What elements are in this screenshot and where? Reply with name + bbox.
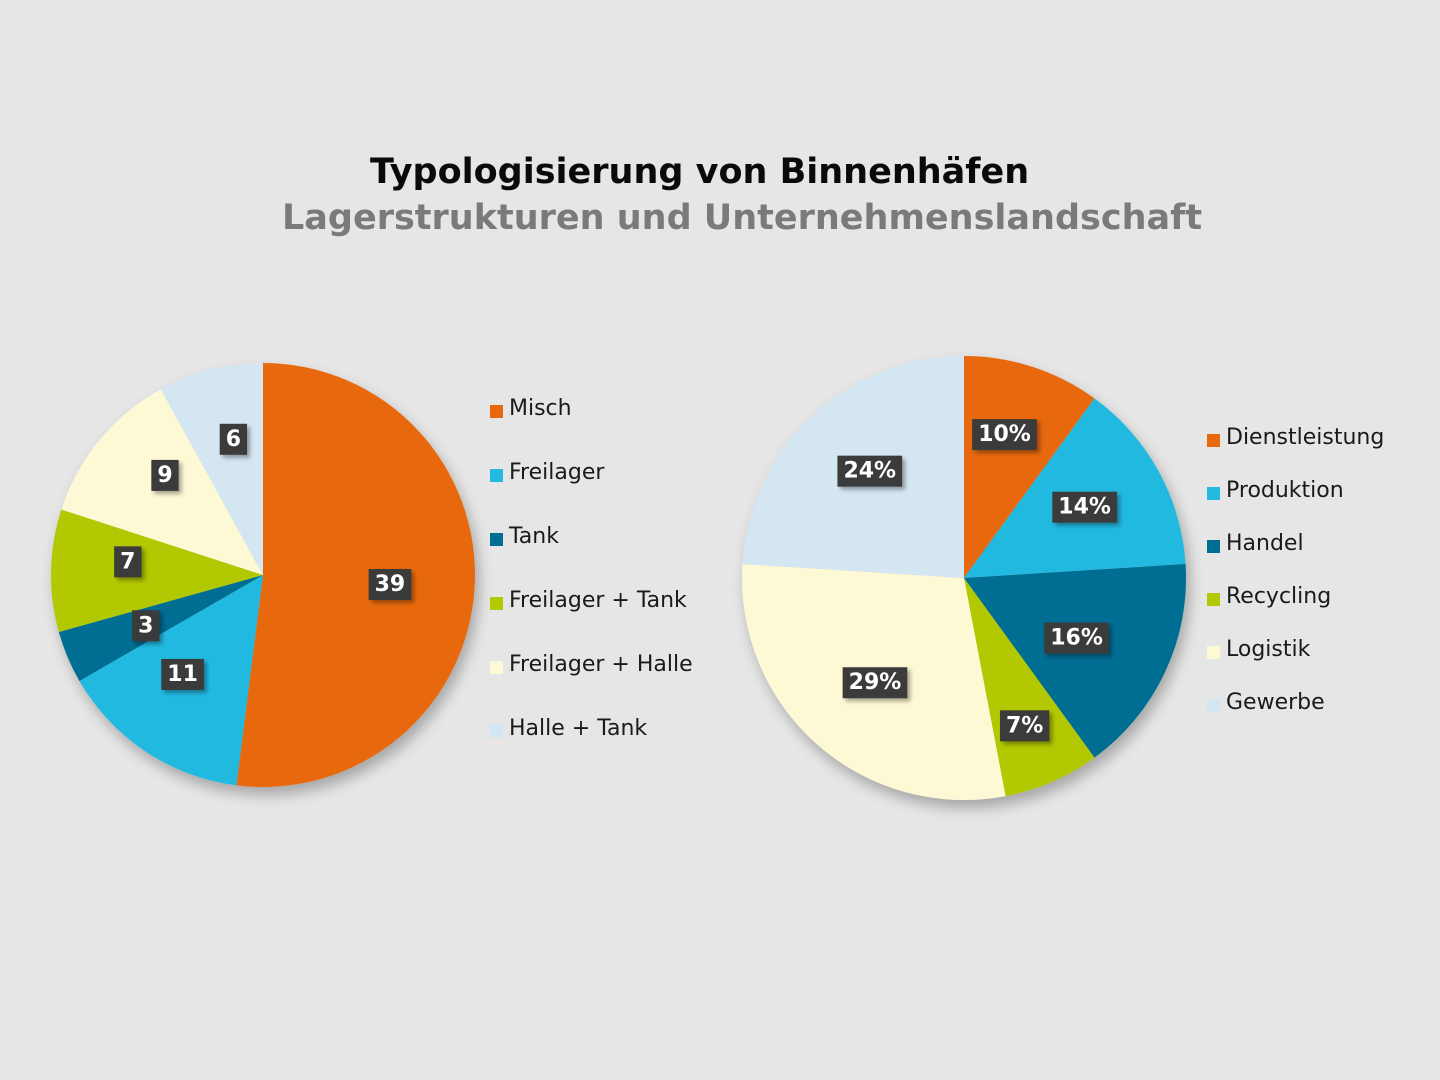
legend-label: Dienstleistung xyxy=(1226,425,1385,450)
pie-slice-freilager-plus-tank xyxy=(50,509,263,633)
legend-item-produktion: Produktion xyxy=(1207,478,1384,531)
legend-swatch xyxy=(490,725,503,738)
data-label-box xyxy=(837,455,903,487)
data-label-gewerbe: 24% xyxy=(837,455,903,487)
legend-item-tank: Tank xyxy=(490,524,693,588)
data-label-text: 11 xyxy=(167,662,198,687)
legend-label: Halle + Tank xyxy=(509,716,648,741)
page-subtitle: Lagerstrukturen und Unternehmenslandscha… xyxy=(282,198,1203,238)
data-label-produktion: 14% xyxy=(1052,491,1117,523)
legend-swatch xyxy=(1207,699,1220,712)
data-label-box xyxy=(132,610,160,642)
legend-item-misch: Misch xyxy=(490,396,693,460)
legend-swatch xyxy=(1207,646,1220,659)
data-label-text: 29% xyxy=(849,670,902,695)
data-label-text: 3 xyxy=(138,613,153,638)
legend-item-dienstleistung: Dienstleistung xyxy=(1207,425,1384,478)
data-label-text: 10% xyxy=(978,422,1031,447)
legend-swatch xyxy=(490,597,503,610)
pie-slice-tank xyxy=(58,575,263,681)
legend-label: Misch xyxy=(509,396,572,421)
pie-slice-dienstleistung xyxy=(964,356,1095,578)
legend-swatch xyxy=(1207,593,1220,606)
data-label-dienstleistung: 10% xyxy=(972,419,1037,451)
legend-label: Produktion xyxy=(1226,478,1344,503)
legend-item-gewerbe: Gewerbe xyxy=(1207,690,1384,743)
legend-label: Tank xyxy=(509,524,559,549)
data-label-box xyxy=(1044,622,1109,654)
data-label-box xyxy=(368,568,412,600)
data-label-text: 7 xyxy=(120,549,135,574)
legend-label: Recycling xyxy=(1226,584,1332,609)
data-label-text: 6 xyxy=(226,427,241,452)
legend-unternehmenslandschaft: Dienstleistung Produktion Handel Recycling L… xyxy=(1207,425,1384,743)
data-label-box xyxy=(972,419,1037,451)
data-label-box xyxy=(219,423,248,455)
data-label-recycling: 7% xyxy=(999,710,1050,742)
data-label-text: 9 xyxy=(157,463,172,488)
legend-label: Gewerbe xyxy=(1226,690,1325,715)
pie-chart-unternehmenslandschaft xyxy=(742,356,1186,800)
data-label-text: 7% xyxy=(1006,713,1043,738)
legend-label: Handel xyxy=(1226,531,1304,556)
pie-slice-halle-plus-tank xyxy=(160,363,263,575)
data-label-freilager: 11 xyxy=(161,658,204,690)
legend-item-halle-plus-tank: Halle + Tank xyxy=(490,716,693,780)
pie-slice-handel xyxy=(964,564,1186,758)
pie-labels-lagerstrukturen: 39 11 3 7 9 6 xyxy=(114,423,412,690)
page-title: Typologisierung von Binnenhäfen xyxy=(370,152,1030,192)
data-label-handel: 16% xyxy=(1044,622,1109,654)
data-label-text: 16% xyxy=(1050,626,1103,651)
legend-item-logistik: Logistik xyxy=(1207,637,1384,690)
data-label-freilager-plus-halle: 9 xyxy=(151,459,179,491)
pie-slice-produktion xyxy=(964,398,1186,578)
legend-item-freilager-plus-halle: Freilager + Halle xyxy=(490,652,693,716)
pie-labels-unternehmenslandschaft: 10% 14% 16% 7% 29% 24% xyxy=(837,419,1117,742)
legend-swatch xyxy=(490,661,503,674)
data-label-box xyxy=(161,658,204,690)
pie-slice-recycling xyxy=(964,578,1095,797)
data-label-tank: 3 xyxy=(132,610,160,642)
data-label-text: 39 xyxy=(375,572,406,597)
legend-item-freilager-plus-tank: Freilager + Tank xyxy=(490,588,693,652)
data-label-freilager-plus-tank: 7 xyxy=(114,546,142,578)
legend-label: Freilager + Tank xyxy=(509,588,687,613)
pie-slice-misch xyxy=(236,363,475,787)
legend-swatch xyxy=(1207,487,1220,500)
data-label-box xyxy=(999,710,1050,742)
legend-label: Logistik xyxy=(1226,637,1311,662)
data-label-box xyxy=(114,546,142,578)
data-label-halle-plus-tank: 6 xyxy=(219,423,248,455)
data-label-box xyxy=(151,459,179,491)
legend-swatch xyxy=(1207,434,1220,447)
data-label-box xyxy=(842,667,908,699)
legend-item-recycling: Recycling xyxy=(1207,584,1384,637)
legend-swatch xyxy=(490,469,503,482)
legend-swatch xyxy=(1207,540,1220,553)
data-label-logistik: 29% xyxy=(842,667,908,699)
legend-lagerstrukturen: Misch Freilager Tank Freilager + Tank Freila… xyxy=(490,396,693,780)
legend-swatch xyxy=(490,533,503,546)
data-label-text: 14% xyxy=(1058,495,1111,520)
legend-swatch xyxy=(490,405,503,418)
data-label-misch: 39 xyxy=(368,568,412,600)
legend-item-handel: Handel xyxy=(1207,531,1384,584)
legend-item-freilager: Freilager xyxy=(490,460,693,524)
data-label-box xyxy=(1052,491,1117,523)
legend-label: Freilager xyxy=(509,460,605,485)
legend-label: Freilager + Halle xyxy=(509,652,693,677)
data-label-text: 24% xyxy=(843,459,896,484)
